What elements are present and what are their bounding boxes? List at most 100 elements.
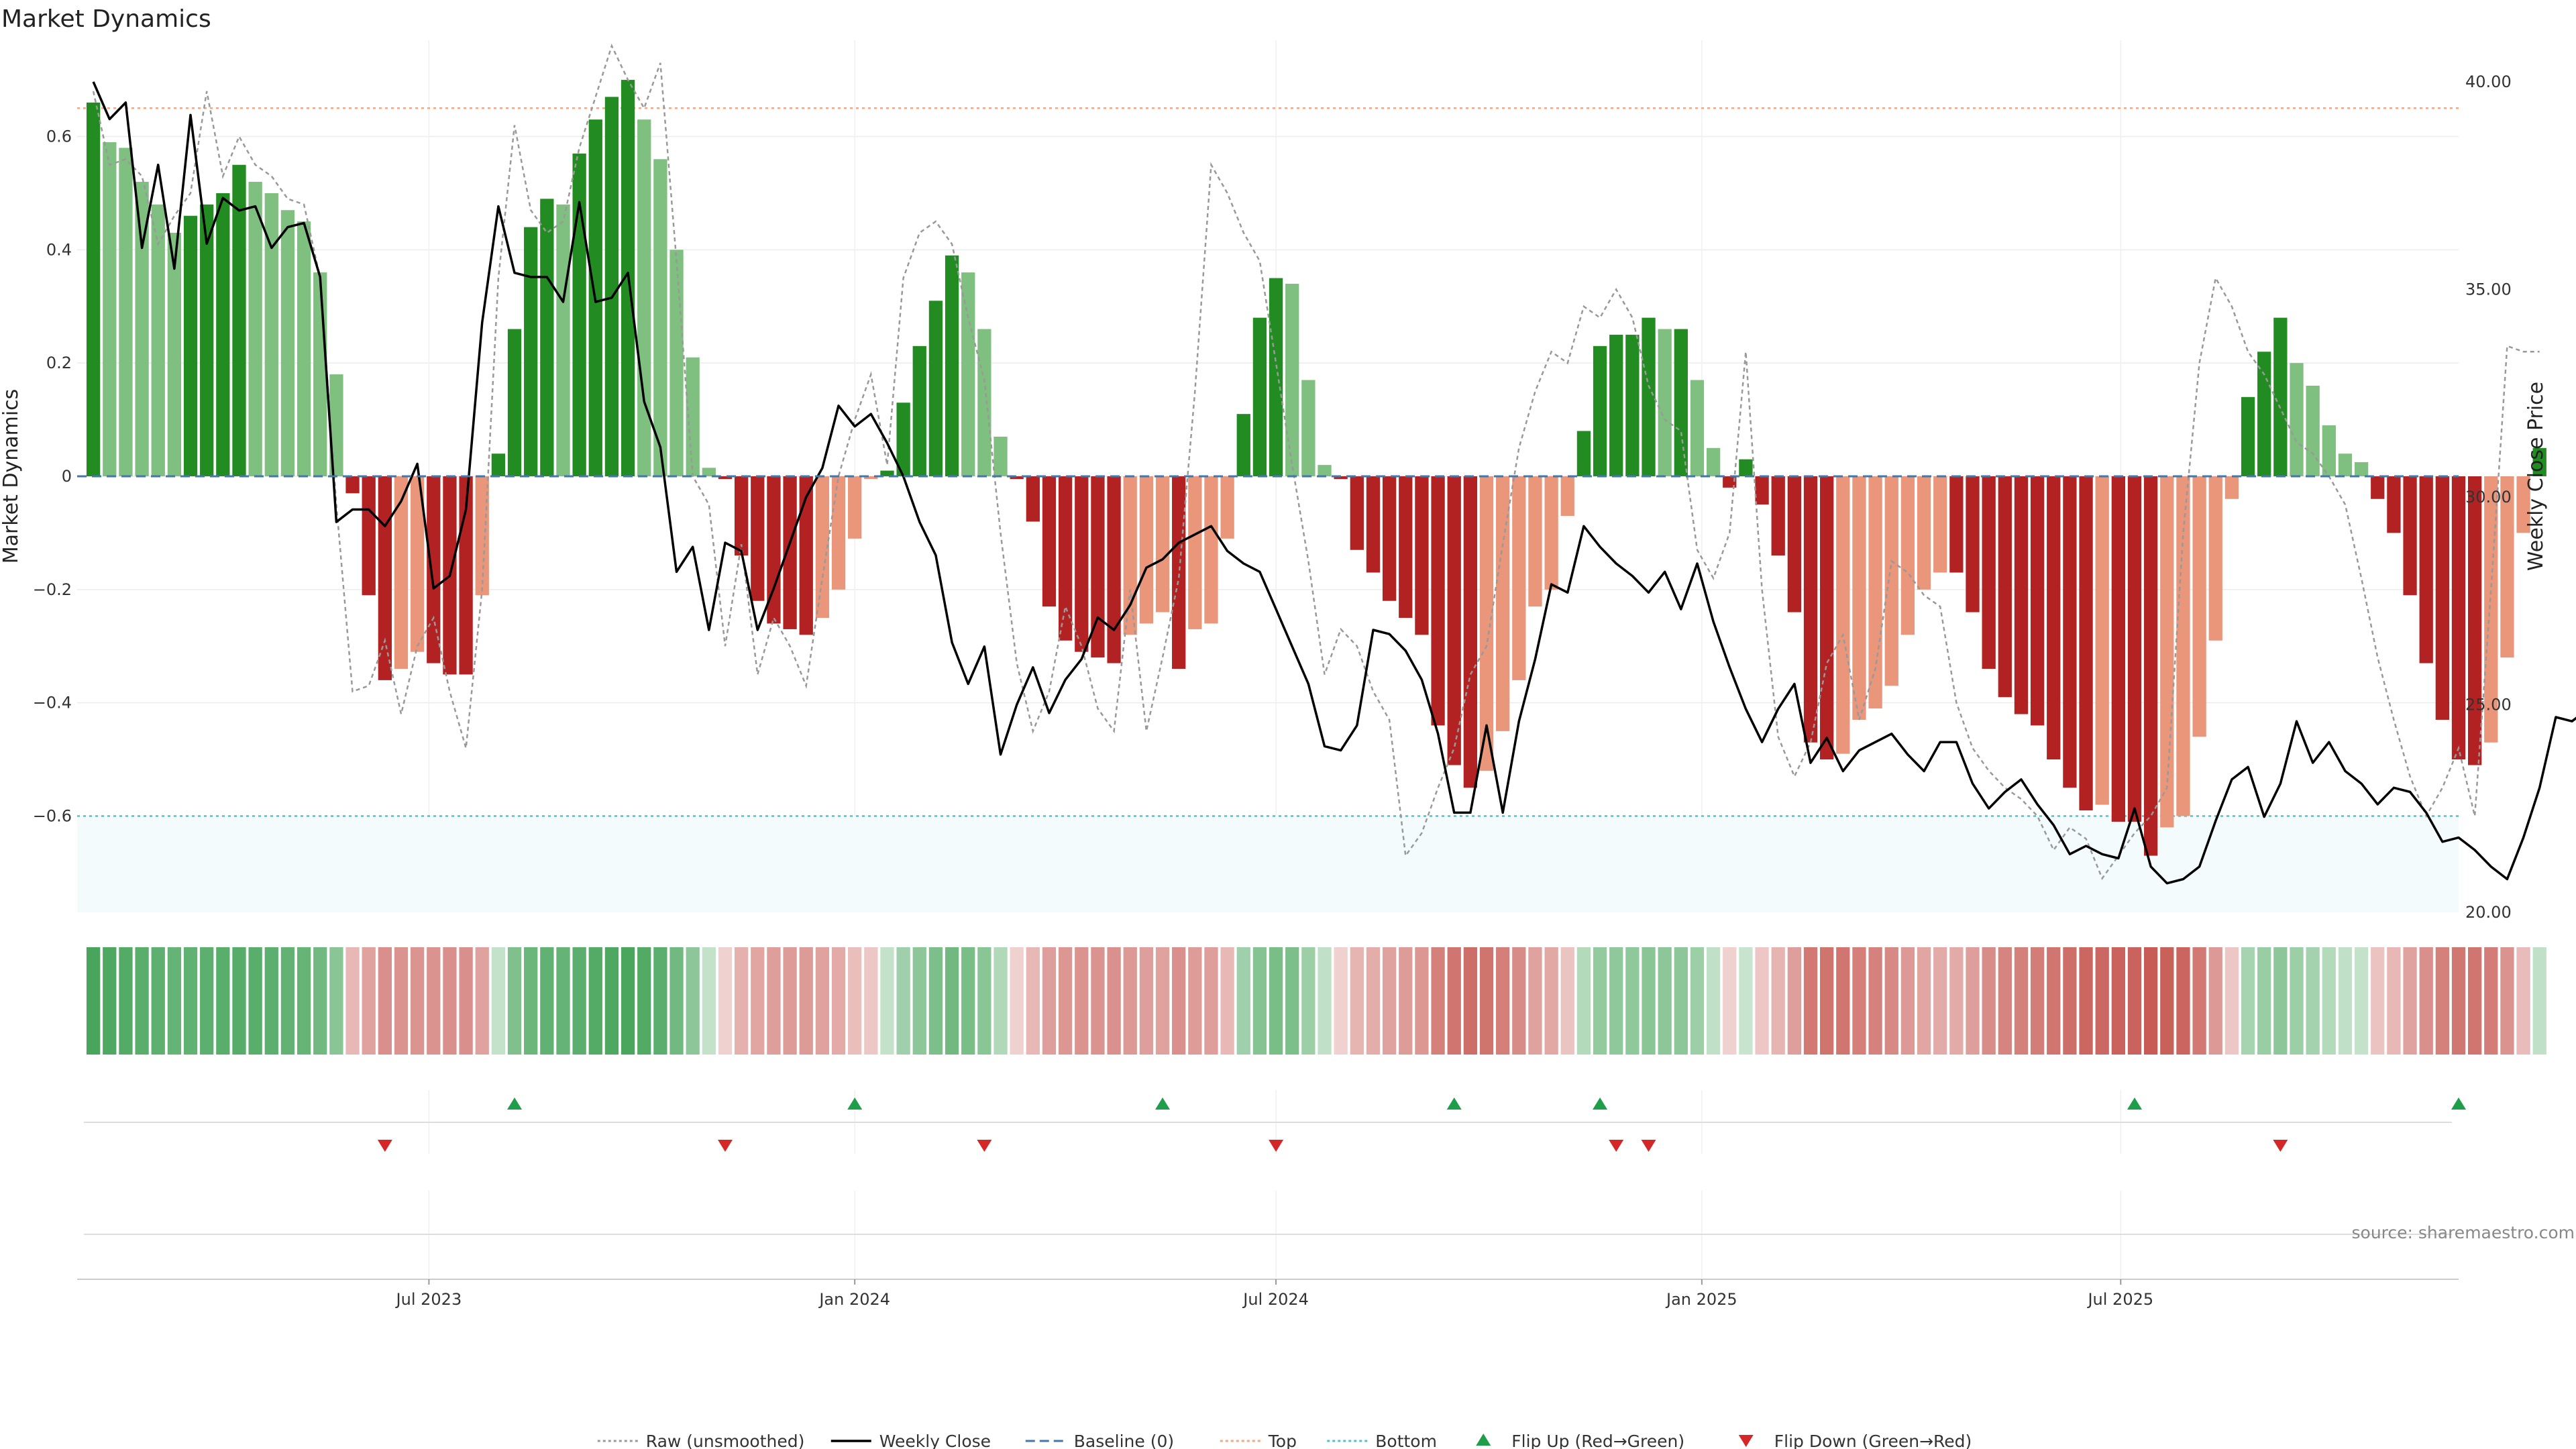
- md-bar: [637, 119, 651, 476]
- strip-cell: [864, 947, 878, 1055]
- md-bar: [264, 193, 278, 476]
- y-left-tick-label: 0.2: [46, 354, 72, 372]
- md-bar: [2354, 462, 2369, 476]
- strip-cell: [2516, 947, 2530, 1055]
- md-bar: [1285, 283, 1299, 476]
- md-bar: [2516, 476, 2530, 533]
- strip-cell: [248, 947, 262, 1055]
- flip-up-marker: [1593, 1097, 1608, 1110]
- strip-cell: [1042, 947, 1057, 1055]
- md-bar: [1625, 334, 1640, 476]
- strip-cell: [1091, 947, 1105, 1055]
- md-bar: [2208, 476, 2222, 641]
- md-bar: [556, 204, 570, 476]
- md-bar: [1658, 329, 1672, 476]
- md-bar: [1528, 476, 1542, 607]
- legend-label: Top: [1268, 1432, 1297, 1449]
- md-bar: [1479, 476, 1494, 771]
- strip-cell: [1058, 947, 1073, 1055]
- strip-cell: [1820, 947, 1834, 1055]
- md-bar: [1982, 476, 1996, 669]
- strip-cell: [588, 947, 602, 1055]
- md-bar: [848, 476, 862, 539]
- strip-cell: [2484, 947, 2498, 1055]
- source-note: source: sharemaestro.com: [2352, 1223, 2575, 1242]
- md-bar: [2079, 476, 2093, 811]
- strip-cell: [2111, 947, 2125, 1055]
- strip-cell: [1966, 947, 1980, 1055]
- flip-down-marker: [1609, 1140, 1624, 1152]
- md-bar: [2063, 476, 2077, 788]
- strip-cell: [1479, 947, 1494, 1055]
- strip-cell: [1949, 947, 1964, 1055]
- md-bar: [572, 153, 586, 476]
- md-bar: [2468, 476, 2482, 765]
- strip-cell: [1463, 947, 1478, 1055]
- strip-cell: [1382, 947, 1397, 1055]
- strip-cell: [1026, 947, 1040, 1055]
- md-bar: [2241, 396, 2255, 476]
- md-bar: [1058, 476, 1073, 641]
- legend-swatch: [1476, 1434, 1491, 1446]
- strip-cell: [1755, 947, 1769, 1055]
- strip-cell: [1334, 947, 1348, 1055]
- y-right-axis-title: Weekly Close Price: [2524, 382, 2548, 571]
- md-bar: [2419, 476, 2433, 663]
- md-bar: [2403, 476, 2417, 596]
- md-bar: [734, 476, 749, 556]
- strip-cell: [524, 947, 538, 1055]
- y-left-tick-label: 0.6: [46, 127, 72, 146]
- md-bar: [864, 476, 878, 480]
- strip-cell: [2371, 947, 2385, 1055]
- md-bar: [896, 402, 910, 476]
- md-bar: [1998, 476, 2012, 698]
- x-tick-label: Jan 2025: [1665, 1290, 1737, 1309]
- md-bar: [297, 221, 311, 476]
- md-bar: [1107, 476, 1121, 663]
- strip-cell: [1123, 947, 1137, 1055]
- strip-cell: [1933, 947, 1947, 1055]
- md-bar: [1706, 447, 1721, 476]
- bottom-zone-band: [77, 816, 2459, 912]
- strip-cell: [1318, 947, 1332, 1055]
- md-bar: [2387, 476, 2401, 533]
- legend-item: Bottom: [1327, 1432, 1437, 1449]
- md-bar: [540, 199, 554, 476]
- md-bar: [702, 468, 716, 476]
- weekly-close-series: [77, 81, 2576, 885]
- flip-up-marker: [1446, 1097, 1462, 1110]
- strip-cell: [313, 947, 327, 1055]
- y-left-axis-title: Market Dynamics: [0, 389, 23, 564]
- strip-cell: [734, 947, 749, 1055]
- strip-cell: [1528, 947, 1542, 1055]
- strip-cell: [1998, 947, 2012, 1055]
- strip-cell: [2095, 947, 2109, 1055]
- flip-down-marker: [717, 1140, 733, 1152]
- md-bar: [751, 476, 765, 601]
- strip-cell: [459, 947, 473, 1055]
- md-bar: [1609, 334, 1623, 476]
- md-bar: [345, 476, 360, 494]
- strip-cell: [637, 947, 651, 1055]
- legend-label: Bottom: [1375, 1432, 1437, 1449]
- md-bar: [1771, 476, 1785, 556]
- md-bar: [718, 476, 733, 480]
- md-bar: [1447, 476, 1461, 765]
- strip-cell: [2290, 947, 2304, 1055]
- md-bar: [1868, 476, 1882, 709]
- legend-item: Flip Up (Red→Green): [1476, 1432, 1684, 1449]
- strip-cell: [87, 947, 101, 1055]
- md-bar: [1415, 476, 1429, 635]
- strip-cell: [1269, 947, 1283, 1055]
- strip-cell: [1236, 947, 1250, 1055]
- md-bar: [427, 476, 441, 663]
- strip-cell: [1399, 947, 1413, 1055]
- md-bar: [232, 164, 246, 476]
- md-bar: [1674, 329, 1688, 476]
- md-bar: [1334, 476, 1348, 480]
- md-bar: [2451, 476, 2466, 760]
- strip-cell: [2306, 947, 2320, 1055]
- md-bar: [2322, 425, 2336, 476]
- y-left-tick-label: 0: [62, 467, 72, 486]
- strip-cell: [2451, 947, 2466, 1055]
